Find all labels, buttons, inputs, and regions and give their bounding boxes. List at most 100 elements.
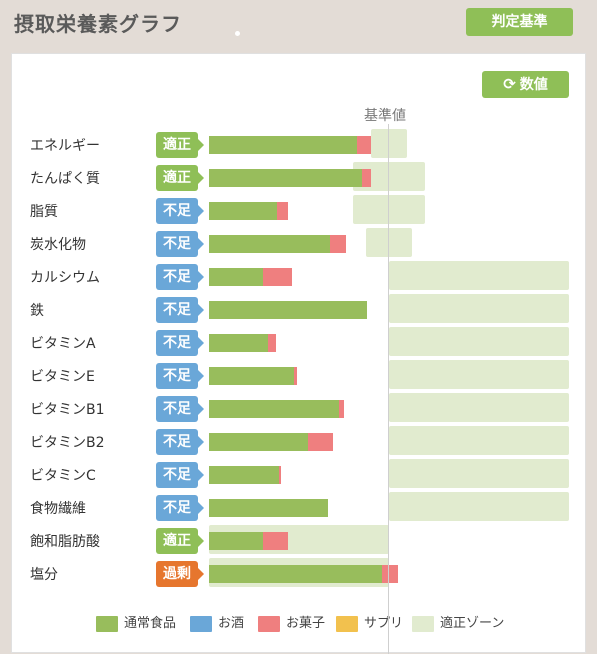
legend-label: 通常食品	[124, 616, 177, 631]
status-label: 不足	[163, 335, 191, 351]
nutrient-row: ビタミンE 不足	[12, 360, 587, 394]
legend-item: 適正ゾーン	[412, 612, 504, 632]
legend-label: お酒	[218, 616, 245, 631]
optimal-zone	[389, 459, 569, 488]
status-badge: 不足	[156, 264, 204, 290]
status-badge: 不足	[156, 363, 204, 389]
show-values-label: 数値	[519, 77, 548, 93]
intake-food-segment	[209, 235, 330, 253]
status-badge-arrow	[198, 436, 204, 448]
nutrient-name: 飽和脂肪酸	[30, 534, 100, 550]
status-badge-arrow	[198, 271, 204, 283]
nutrient-name: カルシウム	[30, 270, 100, 286]
status-label: 不足	[163, 203, 191, 219]
status-badge: 適正	[156, 528, 204, 554]
intake-bar	[209, 202, 289, 220]
intake-snack-segment	[338, 400, 344, 418]
intake-bar	[209, 235, 346, 253]
page-title: 摂取栄養素グラフ	[14, 12, 182, 36]
intake-bar	[209, 301, 368, 319]
nutrient-name: ビタミンB2	[30, 435, 105, 451]
intake-bar	[209, 565, 398, 583]
intake-food-segment	[209, 301, 368, 319]
optimal-zone	[389, 294, 569, 323]
nutrient-name: ビタミンB1	[30, 402, 105, 418]
app-header: 摂取栄養素グラフ 判定基準	[0, 0, 597, 52]
intake-food-segment	[209, 367, 294, 385]
nutrient-row: たんぱく質 適正	[12, 162, 587, 196]
intake-food-segment	[209, 334, 269, 352]
status-badge: 不足	[156, 495, 204, 521]
legend-swatch	[190, 615, 212, 632]
intake-food-segment	[209, 268, 263, 286]
status-label: 不足	[163, 236, 191, 252]
status-badge-arrow	[198, 502, 204, 514]
status-badge: 不足	[156, 297, 204, 323]
intake-food-segment	[209, 400, 339, 418]
status-badge-arrow	[198, 403, 204, 415]
status-badge-arrow	[198, 370, 204, 382]
refresh-icon: ⟳	[503, 75, 516, 93]
status-badge: 過剰	[156, 561, 204, 587]
status-label: 適正	[163, 533, 191, 549]
nutrient-row: エネルギー 適正	[12, 129, 587, 163]
status-label: 適正	[163, 137, 191, 153]
intake-bar	[209, 334, 276, 352]
nutrient-name: ビタミンE	[30, 369, 95, 385]
intake-snack-segment	[381, 565, 398, 583]
nutrient-row: 塩分 過剰	[12, 558, 587, 592]
intake-bar	[209, 367, 298, 385]
optimal-zone	[353, 195, 425, 224]
status-label: 不足	[163, 368, 191, 384]
legend-label: お菓子	[286, 616, 326, 631]
criteria-button[interactable]: 判定基準	[466, 8, 573, 36]
intake-snack-segment	[308, 433, 334, 451]
show-values-button[interactable]: ⟳ 数値	[482, 71, 569, 98]
optimal-zone	[389, 426, 569, 455]
status-badge-arrow	[198, 205, 204, 217]
intake-bar	[209, 169, 371, 187]
intake-food-segment	[209, 466, 280, 484]
reference-line	[388, 124, 389, 654]
intake-bar	[209, 433, 334, 451]
intake-snack-segment	[277, 202, 289, 220]
status-label: 過剰	[163, 566, 191, 582]
nutrient-name: 鉄	[30, 303, 44, 319]
optimal-zone	[389, 360, 569, 389]
intake-snack-segment	[362, 169, 371, 187]
nutrient-name: 炭水化物	[30, 237, 86, 253]
optimal-zone	[389, 492, 569, 521]
intake-bar	[209, 499, 328, 517]
legend-swatch	[336, 615, 358, 632]
status-label: 不足	[163, 467, 191, 483]
legend-label: 適正ゾーン	[440, 616, 505, 631]
intake-snack-segment	[356, 136, 371, 154]
status-label: 適正	[163, 170, 191, 186]
legend-item: お酒	[190, 612, 244, 632]
optimal-zone	[389, 327, 569, 356]
intake-bar	[209, 400, 344, 418]
intake-bar	[209, 268, 292, 286]
legend-label: サプリ	[364, 616, 404, 631]
status-badge: 不足	[156, 396, 204, 422]
status-badge-arrow	[198, 568, 204, 580]
page-indicator-dot	[235, 31, 240, 36]
nutrient-row: 鉄 不足	[12, 294, 587, 328]
intake-food-segment	[209, 169, 362, 187]
status-badge-arrow	[198, 535, 204, 547]
nutrient-row: 脂質 不足	[12, 195, 587, 229]
intake-snack-segment	[293, 367, 298, 385]
legend-item: サプリ	[336, 612, 403, 632]
nutrient-row: ビタミンB2 不足	[12, 426, 587, 460]
status-badge: 不足	[156, 330, 204, 356]
status-badge: 適正	[156, 165, 204, 191]
nutrient-row: 炭水化物 不足	[12, 228, 587, 262]
nutrient-name: エネルギー	[30, 138, 100, 154]
legend-swatch	[96, 615, 118, 632]
nutrient-row: 食物繊維 不足	[12, 492, 587, 526]
status-badge-arrow	[198, 469, 204, 481]
intake-food-segment	[209, 565, 382, 583]
nutrient-row: ビタミンC 不足	[12, 459, 587, 493]
intake-food-segment	[209, 136, 357, 154]
status-badge: 不足	[156, 462, 204, 488]
